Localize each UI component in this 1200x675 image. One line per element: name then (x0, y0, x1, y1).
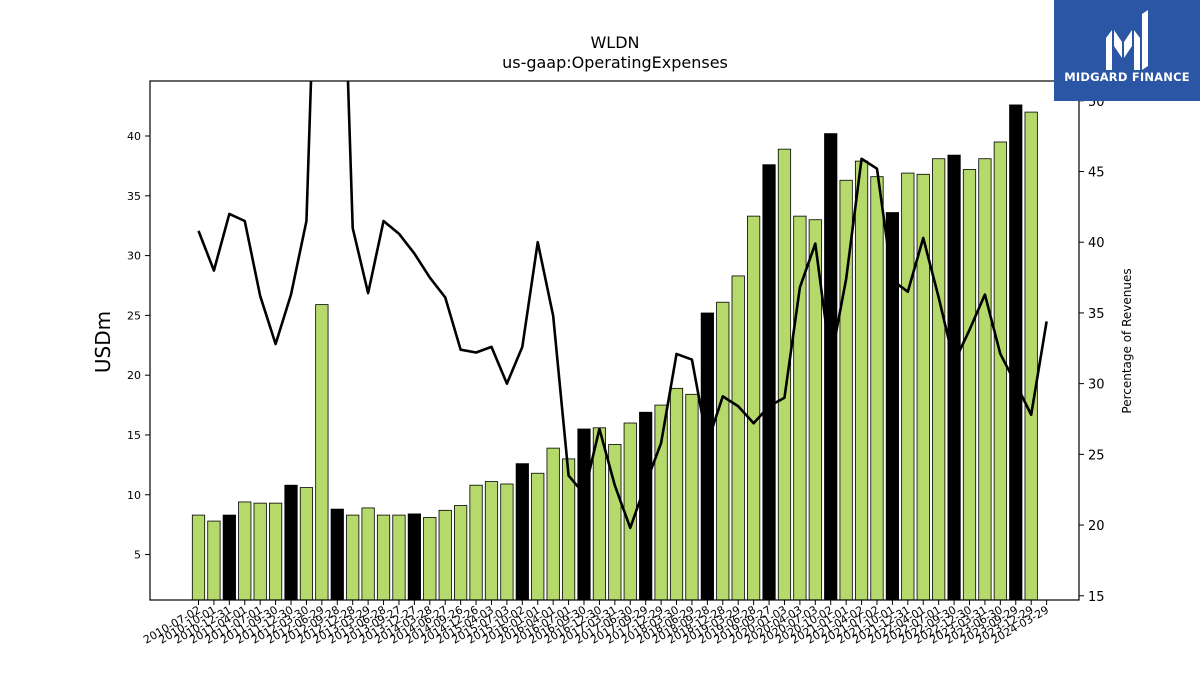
bar (639, 411, 653, 601)
bar (824, 133, 838, 601)
chart-subtitle: us-gaap:OperatingExpenses (502, 53, 728, 72)
y-axis-label: USDm (91, 311, 115, 373)
bar (623, 422, 637, 601)
bar (1009, 104, 1023, 601)
midgard-logo-icon (1106, 10, 1148, 70)
bar (361, 507, 375, 601)
bar (962, 169, 977, 601)
bar (1024, 111, 1038, 601)
chart-title: WLDN (590, 33, 639, 52)
bar (531, 472, 545, 601)
bar (284, 484, 298, 601)
bar (978, 158, 992, 601)
bar (716, 301, 730, 601)
bar (438, 509, 452, 601)
bar (315, 304, 329, 601)
bar (191, 514, 206, 601)
bar (993, 141, 1007, 601)
bar (592, 427, 607, 601)
y-tick-label: 20 (127, 369, 141, 382)
bar (885, 212, 900, 601)
bar (685, 393, 699, 601)
bar (947, 154, 961, 601)
bar (207, 520, 221, 601)
y2-tick-label: 20 (1088, 519, 1105, 534)
bar (500, 483, 514, 601)
y2-tick-label: 45 (1088, 166, 1105, 181)
bar (932, 158, 946, 601)
y2-tick-label: 35 (1088, 307, 1105, 322)
brand-logo-text: MIDGARD FINANCE (1064, 70, 1190, 84)
y2-tick-label: 30 (1088, 378, 1105, 393)
y-tick-label: 25 (127, 309, 141, 322)
left-axis: 5 10 15 20 25 30 35 40 (127, 130, 150, 562)
y2-tick-label: 15 (1088, 590, 1105, 605)
bar (423, 517, 437, 601)
y-tick-label: 10 (127, 489, 141, 502)
bar (747, 215, 761, 601)
bar (731, 275, 745, 601)
bar (253, 502, 267, 601)
bar (268, 502, 283, 601)
bar (577, 428, 591, 601)
x-axis: 2010-07-022010-10-012010-12-312011-04-01… (141, 600, 1051, 647)
bar (330, 508, 344, 601)
bar (392, 514, 406, 601)
bar (299, 487, 314, 601)
y-tick-label: 15 (127, 429, 141, 442)
brand-logo: MIDGARD FINANCE (1054, 0, 1200, 101)
bar (222, 514, 236, 601)
bar (376, 514, 391, 601)
bar (407, 513, 421, 601)
y2-tick-label: 25 (1088, 448, 1105, 463)
y-tick-label: 30 (127, 250, 141, 263)
bar (484, 481, 499, 601)
bar (469, 484, 483, 601)
bar-series (191, 104, 1038, 601)
bar (454, 505, 468, 601)
bar (346, 514, 360, 601)
y-tick-label: 40 (127, 130, 141, 143)
bar (669, 387, 684, 601)
y-tick-label: 5 (134, 549, 141, 562)
bar (654, 404, 668, 601)
y2-axis-label: Percentage of Revenues (1120, 268, 1134, 413)
ratio-line-series (197, 81, 1048, 530)
y-tick-label: 35 (127, 190, 141, 203)
bar (901, 172, 915, 601)
bar (762, 164, 776, 601)
bar (515, 463, 529, 601)
ratio-line (197, 81, 1048, 530)
bar (854, 160, 869, 601)
bar (700, 312, 714, 601)
bar (238, 501, 252, 601)
bar (870, 176, 884, 601)
bar (546, 447, 560, 601)
y2-tick-label: 40 (1088, 236, 1105, 251)
